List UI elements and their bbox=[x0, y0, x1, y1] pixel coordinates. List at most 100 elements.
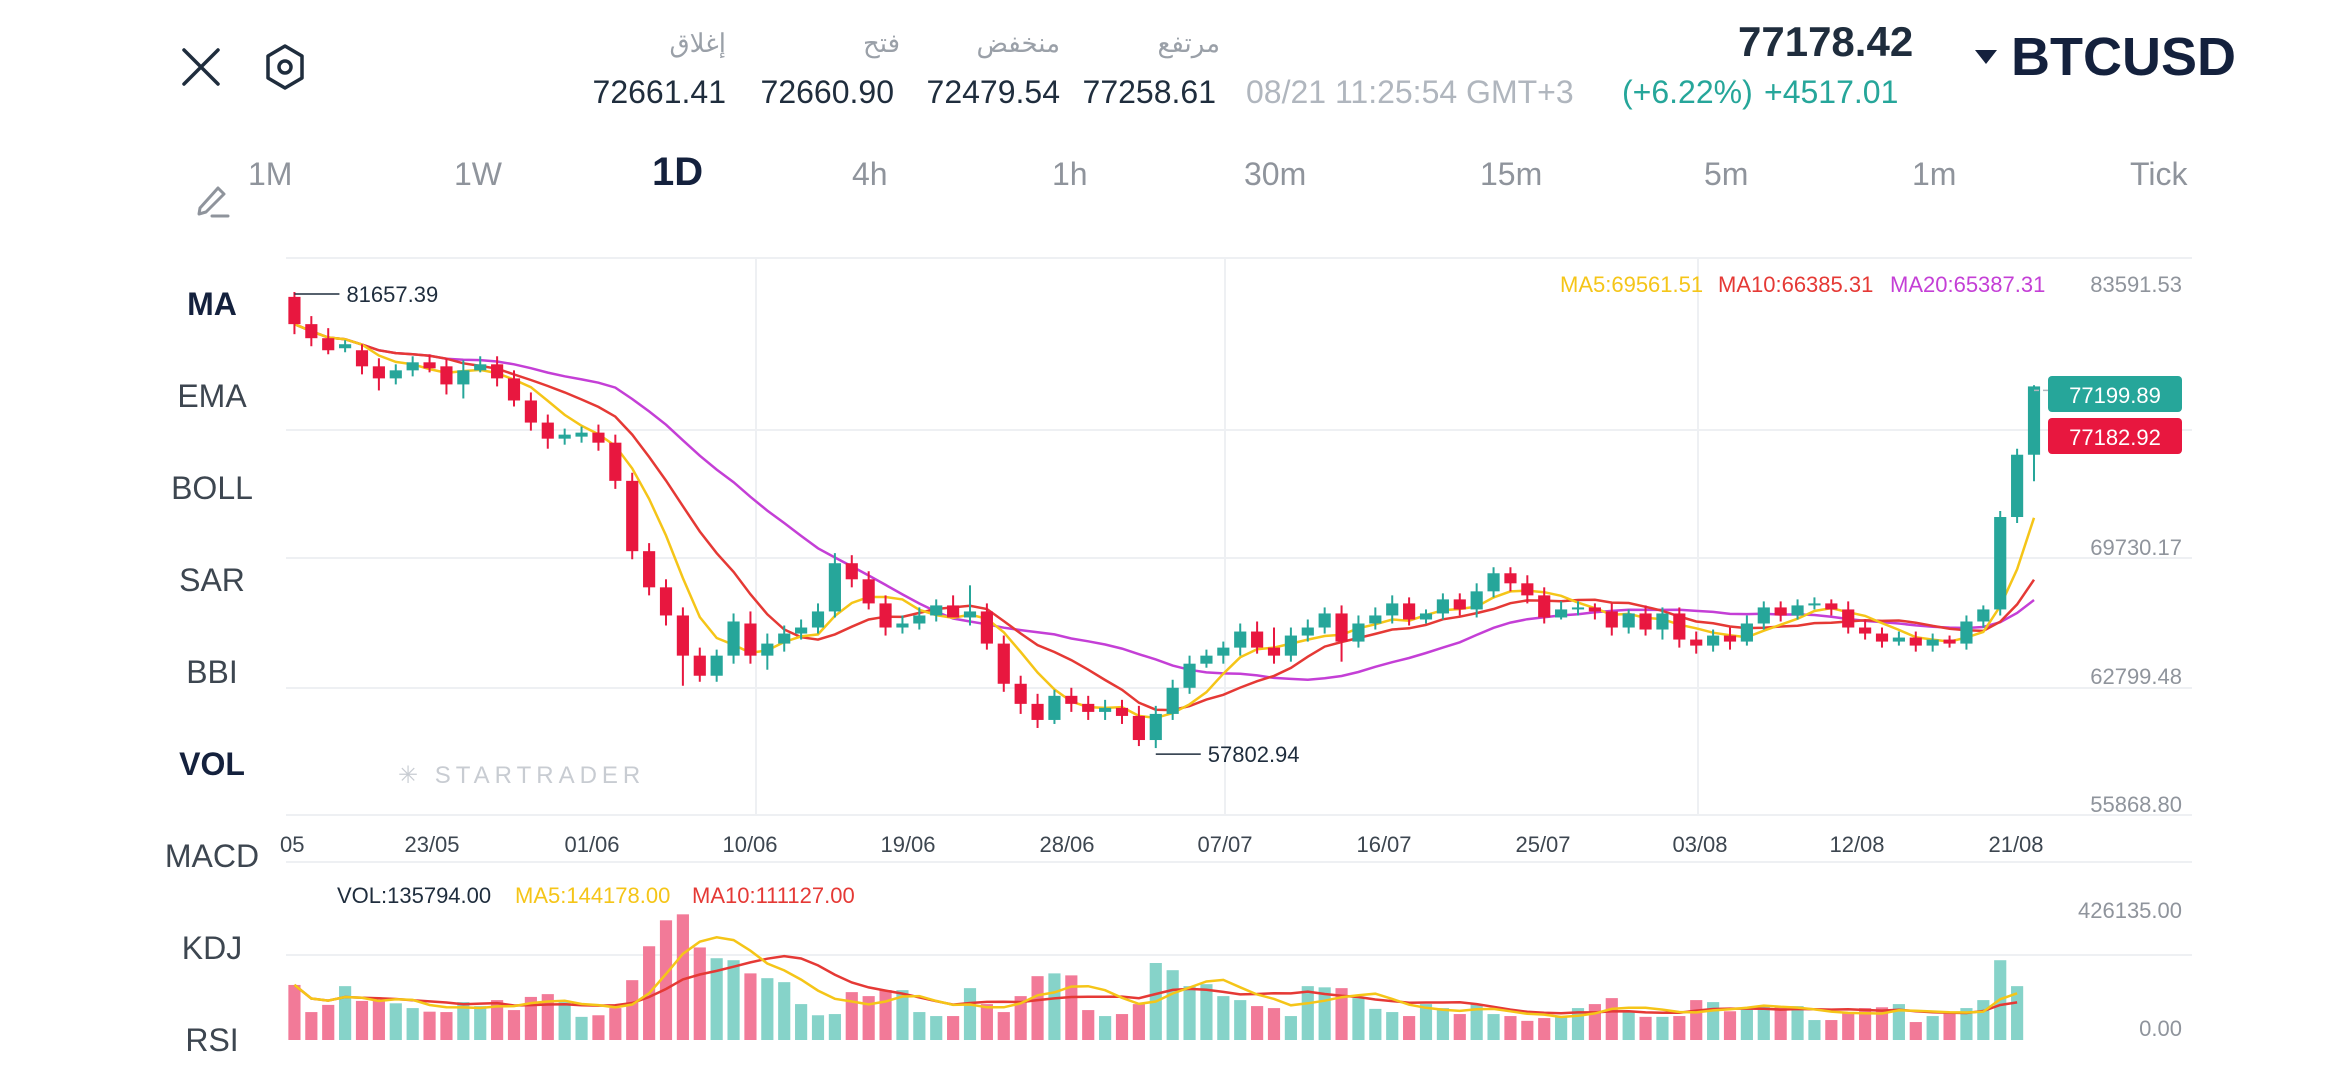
indicator-vol[interactable]: VOL bbox=[179, 746, 245, 782]
y-tick-label: 62799.48 bbox=[2090, 664, 2182, 689]
volume-bar bbox=[575, 1016, 588, 1040]
tab-tick[interactable]: Tick bbox=[2130, 156, 2188, 192]
tab-1h[interactable]: 1h bbox=[1052, 156, 1088, 192]
tab-4h[interactable]: 4h bbox=[852, 156, 888, 192]
indicator-macd[interactable]: MACD bbox=[164, 838, 260, 874]
candle bbox=[1335, 613, 1348, 642]
candle bbox=[406, 362, 419, 371]
volume-bar bbox=[1690, 1000, 1703, 1040]
candle bbox=[913, 615, 926, 624]
x-tick-label: 21/08 bbox=[1988, 832, 2043, 857]
candle bbox=[1217, 647, 1230, 656]
candle bbox=[1521, 583, 1534, 596]
tab-1W[interactable]: 1W bbox=[454, 156, 502, 192]
volume-bar bbox=[507, 1010, 521, 1040]
volume-bar bbox=[1099, 1016, 1112, 1040]
candle bbox=[339, 344, 352, 349]
candle bbox=[626, 480, 639, 552]
volume-bar bbox=[339, 986, 352, 1040]
candle bbox=[1943, 639, 1956, 644]
vol-ma5-legend: MA5:144178.00 bbox=[515, 883, 670, 908]
tab-1m[interactable]: 1m bbox=[1912, 156, 1957, 192]
indicator-boll[interactable]: BOLL bbox=[171, 470, 253, 506]
indicator-rsi[interactable]: RSI bbox=[185, 1022, 239, 1058]
candle bbox=[676, 615, 689, 656]
volume-bar bbox=[609, 1008, 622, 1040]
volume-bar bbox=[491, 1000, 504, 1040]
ask-tag bbox=[2048, 376, 2182, 412]
volume-bar bbox=[1284, 1016, 1297, 1040]
y-tick-label: 83591.53 bbox=[2090, 272, 2182, 297]
x-tick-label: 19/06 bbox=[880, 832, 935, 857]
indicator-ma[interactable]: MA bbox=[187, 286, 237, 322]
candle bbox=[1926, 639, 1939, 646]
volume-bar bbox=[811, 1015, 825, 1040]
candle bbox=[440, 366, 453, 385]
volume-bar bbox=[1960, 1008, 1973, 1040]
volume-bar bbox=[930, 1016, 943, 1040]
volume-bar bbox=[980, 1004, 993, 1040]
tab-30m[interactable]: 30m bbox=[1244, 156, 1307, 192]
candle bbox=[2027, 386, 2041, 455]
candle bbox=[795, 627, 808, 634]
volume-bar bbox=[1909, 1022, 1922, 1040]
candle bbox=[575, 432, 588, 437]
candle bbox=[1065, 695, 1078, 704]
volume-bar bbox=[1403, 1016, 1416, 1040]
volume-bar bbox=[1723, 1011, 1737, 1040]
x-tick-label: 28/06 bbox=[1039, 832, 1094, 857]
ma5-legend: MA5:69561.51 bbox=[1560, 272, 1703, 297]
high-marker-label: 81657.39 bbox=[346, 282, 438, 307]
candle bbox=[1875, 633, 1889, 642]
tab-15m[interactable]: 15m bbox=[1480, 156, 1543, 192]
candle bbox=[592, 432, 605, 443]
candle bbox=[896, 623, 909, 628]
candle bbox=[1825, 603, 1838, 610]
volume-bar bbox=[795, 1004, 808, 1040]
volume-bar bbox=[1791, 1006, 1804, 1040]
candle bbox=[811, 611, 825, 628]
candle bbox=[524, 400, 537, 423]
drawing-tool-button[interactable] bbox=[192, 178, 234, 220]
volume-bar bbox=[592, 1015, 605, 1040]
candle bbox=[1555, 609, 1568, 618]
volume-bar bbox=[727, 960, 740, 1040]
vol-ma5-line bbox=[293, 936, 2018, 1019]
indicator-sar[interactable]: SAR bbox=[179, 562, 245, 598]
indicator-bbi[interactable]: BBI bbox=[186, 654, 238, 690]
candle bbox=[372, 366, 385, 379]
candle bbox=[1267, 647, 1281, 656]
volume-bar bbox=[1166, 970, 1179, 1040]
settings-button[interactable] bbox=[262, 42, 308, 92]
x-tick-label: 10/06 bbox=[722, 832, 777, 857]
candle bbox=[879, 603, 892, 628]
candle bbox=[1538, 595, 1551, 618]
candle bbox=[1859, 627, 1872, 634]
candle bbox=[1132, 715, 1145, 741]
candle bbox=[1757, 607, 1770, 624]
symbol-selector[interactable]: BTCUSD bbox=[1975, 26, 2236, 88]
ma10-legend: MA10:66385.31 bbox=[1718, 272, 1873, 297]
volume-bar bbox=[1605, 998, 1618, 1040]
tab-1M[interactable]: 1M bbox=[248, 156, 293, 192]
bid-tag-label: 77182.92 bbox=[2069, 425, 2161, 450]
volume-bar bbox=[1926, 1016, 1939, 1040]
close-button[interactable] bbox=[178, 44, 224, 90]
candle bbox=[1977, 609, 1990, 622]
indicator-ema[interactable]: EMA bbox=[177, 378, 247, 414]
volume-bar bbox=[457, 1002, 470, 1040]
volume-bar bbox=[1065, 975, 1078, 1040]
indicator-kdj[interactable]: KDJ bbox=[181, 930, 243, 966]
tab-5m[interactable]: 5m bbox=[1704, 156, 1749, 192]
volume-bar bbox=[1453, 1014, 1466, 1040]
volume-bar bbox=[1014, 996, 1027, 1040]
volume-bar bbox=[423, 1011, 436, 1040]
tab-1D[interactable]: 1D bbox=[652, 150, 704, 194]
volume-bar bbox=[1082, 1010, 1095, 1040]
candle bbox=[1909, 637, 1922, 646]
volume-bar bbox=[828, 1014, 841, 1040]
volume-bar bbox=[845, 992, 858, 1040]
volume-bar bbox=[1859, 1008, 1872, 1040]
hexagon-settings-icon bbox=[266, 44, 304, 90]
